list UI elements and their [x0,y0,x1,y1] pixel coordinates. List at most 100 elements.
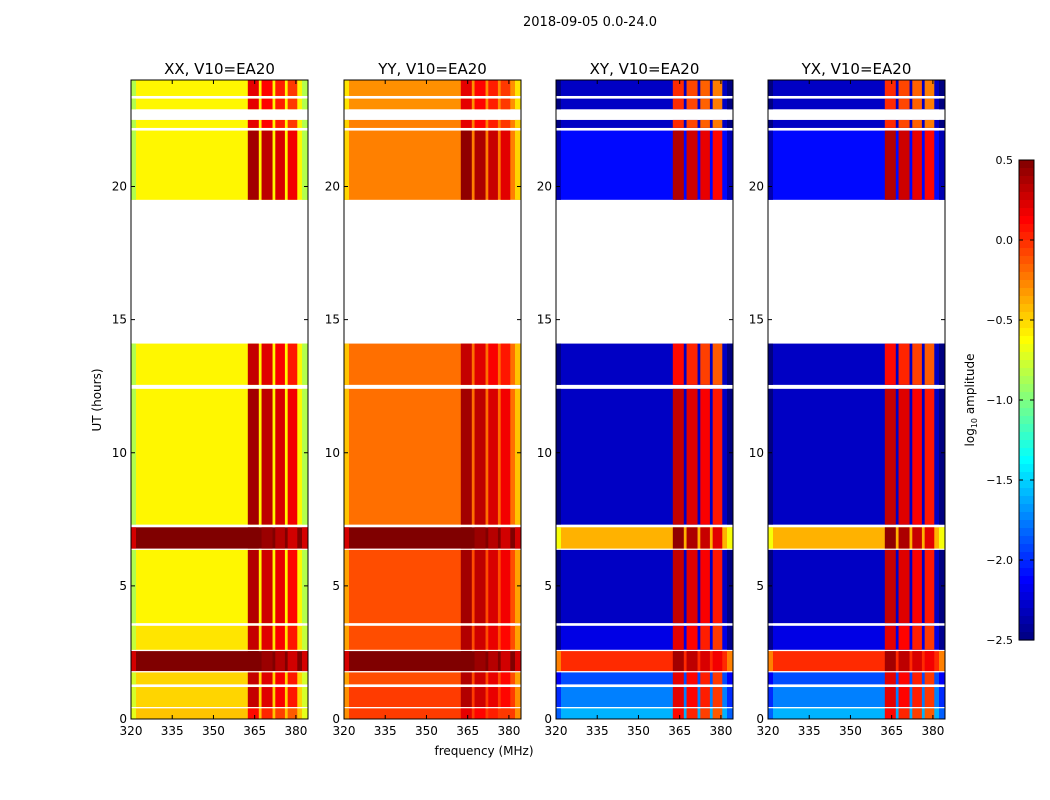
heatmap-rfi-cell [924,625,935,650]
heatmap-rfi-cell [460,343,472,385]
heatmap-edge-cell [515,130,521,200]
heatmap-rfi-cell [474,549,486,624]
heatmap-rfi-cell [500,80,511,96]
heatmap-rfi-cell [924,343,935,385]
y-tick-label: 0 [756,712,764,726]
panel-title: YY, V10=EA20 [377,60,487,78]
heatmap-rfi-cell [712,130,723,200]
heatmap-edge-cell [515,625,521,650]
y-tick-label: 15 [749,313,764,327]
colorbar-cell [1019,176,1034,185]
heatmap-rfi-cell [672,130,684,200]
x-tick-label: 350 [839,724,862,738]
heatmap-edge-cell [768,80,773,96]
heatmap-rfi-cell [275,549,285,624]
colorbar-tick-label: −2.0 [986,554,1013,567]
heatmap-rfi-cell [898,98,910,110]
heatmap-edge-cell [515,651,521,672]
heatmap-rfi-cell [275,388,285,525]
heatmap-edge-cell [556,651,561,672]
colorbar-cell [1019,432,1034,441]
x-tick-label: 380 [709,724,732,738]
heatmap-rfi-cell [912,388,922,525]
colorbar-cell [1019,512,1034,521]
heatmap-rfi-cell [488,343,498,385]
heatmap-rfi-cell [672,687,684,708]
heatmap-rfi-cell [287,80,298,96]
panel-title: YX, V10=EA20 [801,60,912,78]
heatmap-rfi-cell [924,98,935,110]
heatmap-row [344,119,521,128]
heatmap-rfi-cell [884,343,896,385]
heatmap-edge-cell [344,343,349,385]
heatmap-rfi-cell [474,119,486,128]
x-tick-label: 320 [757,724,780,738]
heatmap-rfi-cell [884,549,896,624]
heatmap-rfi-cell [287,625,298,650]
colorbar-cell [1019,400,1034,409]
heatmap-rfi-cell [712,527,723,549]
colorbar-tick-label: −2.5 [986,634,1013,647]
heatmap-rfi-cell [474,388,486,525]
heatmap-rfi-cell [672,343,684,385]
heatmap-rfi-cell [275,651,285,672]
heatmap-rfi-cell [686,130,698,200]
heatmap-edge-cell [131,527,136,549]
heatmap-rfi-cell [287,98,298,110]
heatmap-edge-cell [768,527,773,549]
heatmap-rfi-cell [488,625,498,650]
x-axis-label: frequency (MHz) [434,744,533,758]
colorbar-cell [1019,272,1034,281]
heatmap-rfi-cell [275,672,285,685]
heatmap-rfi-cell [924,687,935,708]
heatmap-edge-cell [302,527,308,549]
heatmap-rfi-cell [500,98,511,110]
heatmap-rfi-cell [700,130,710,200]
heatmap-edge-cell [727,98,733,110]
colorbar-cell [1019,256,1034,265]
heatmap-edge-cell [768,343,773,385]
heatmap-row [556,672,733,685]
heatmap-rfi-cell [712,98,723,110]
heatmap-rfi-cell [287,672,298,685]
heatmap-rfi-cell [488,98,498,110]
x-tick-label: 365 [456,724,479,738]
colorbar-cell [1019,368,1034,377]
heatmap-edge-cell [556,672,561,685]
heatmap-edge-cell [344,687,349,708]
heatmap-rfi-cell [924,130,935,200]
heatmap-rfi-cell [898,625,910,650]
heatmap-edge-cell [302,651,308,672]
heatmap-rfi-cell [500,651,511,672]
colorbar-cell [1019,616,1034,625]
heatmap-edge-cell [302,119,308,128]
heatmap-edge-cell [344,388,349,525]
heatmap-rfi-cell [247,388,259,525]
colorbar: 0.5 0.0 −0.5 −1.0 −1.5 −2.0 −2.5 log10 amplitud… [963,154,1035,647]
heatmap-edge-cell [727,672,733,685]
colorbar-cell [1019,536,1034,545]
heatmap-rfi-cell [672,98,684,110]
colorbar-cell [1019,280,1034,289]
colorbar-label-log: log [963,428,977,446]
heatmap-rfi-cell [700,80,710,96]
heatmap-edge-cell [131,80,136,96]
colorbar-cell [1019,520,1034,529]
panel-yx: YX, V10=EA20 320 335 350 365 380 0 5 10 15 20 [749,60,946,738]
heatmap-rfi-cell [500,527,511,549]
heatmap-rfi-cell [474,343,486,385]
heatmap-edge-cell [556,98,561,110]
heatmap-rfi-cell [247,80,259,96]
heatmap-rfi-cell [488,651,498,672]
x-tick-label: 365 [880,724,903,738]
heatmap-rfi-cell [474,672,486,685]
heatmap-edge-cell [727,687,733,708]
heatmap-rfi-cell [474,130,486,200]
axes-frame [343,79,522,720]
heatmap-rfi-cell [261,625,273,650]
heatmap-row [556,119,733,128]
heatmap-rfi-cell [500,343,511,385]
heatmap-rfi-cell [287,343,298,385]
colorbar-cell [1019,496,1034,505]
